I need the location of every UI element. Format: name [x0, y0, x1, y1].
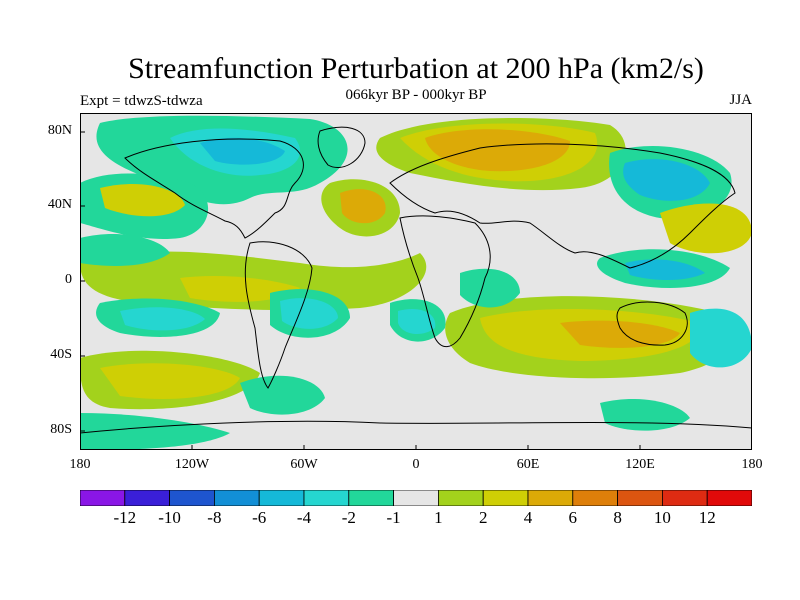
lon-label-180-right: 180 — [741, 457, 763, 472]
chart-subtitle: 066kyr BP - 000kyr BP — [345, 87, 487, 103]
lon-label-180-left: 180 — [69, 457, 91, 472]
map-ticks — [80, 131, 641, 450]
colorbar-tick-label: -1 — [386, 508, 401, 527]
lat-label-40s: 40S — [50, 347, 72, 362]
lon-label-120e: 120E — [625, 457, 655, 472]
contour-region-easia-core — [623, 159, 710, 201]
colorbar-tick-label: -2 — [341, 508, 356, 527]
colorbar-tick-label: 6 — [568, 508, 578, 527]
colorbar-tick-label: -4 — [296, 508, 312, 527]
colorbar-swatch — [527, 490, 574, 506]
experiment-label: Expt = tdwzS-tdwza — [80, 93, 203, 109]
colorbar-swatch — [617, 490, 663, 506]
colorbar-swatch — [706, 490, 752, 506]
colorbar-tick-label: 10 — [653, 508, 671, 527]
lon-label-120w: 120W — [174, 457, 210, 472]
coastline-australia — [616, 301, 688, 346]
lat-label-80s: 80S — [50, 422, 72, 437]
colorbar-swatch — [124, 490, 170, 506]
coastline-antarctica — [80, 420, 752, 434]
season-label: JJA — [729, 92, 752, 108]
contour-region-drake-neg — [240, 375, 325, 415]
colorbar-tick-label: 4 — [523, 508, 533, 527]
coastline-africa — [399, 215, 491, 348]
contour-region-sh-pac-core — [120, 307, 205, 331]
contour-region-atlantic-core — [340, 189, 386, 224]
contour-region-s-ocean-neg — [80, 413, 230, 450]
lon-label-60w: 60W — [290, 457, 318, 472]
contour-region-eurasia-core — [425, 129, 570, 172]
colorbar-swatch — [662, 490, 708, 506]
colorbar — [80, 490, 752, 506]
colorbar-tick-label: 8 — [613, 508, 622, 527]
lon-label-60e: 60E — [516, 457, 540, 472]
coastline-south-america — [244, 241, 313, 389]
coastlines — [80, 126, 752, 434]
coastline-europe-asia — [389, 143, 736, 269]
colorbar-swatch — [258, 490, 305, 506]
contour-region-satl-core — [398, 308, 436, 335]
lat-label-0: 0 — [65, 272, 72, 287]
colorbar-swatch — [348, 490, 394, 506]
contour-region-sw-pacific-neg — [690, 308, 752, 368]
colorbar-swatch — [393, 490, 439, 506]
coastline-north-america — [124, 138, 304, 239]
colorbar-swatch — [303, 490, 350, 506]
colorbar-tick-label: -8 — [207, 508, 222, 527]
colorbar-swatch — [169, 490, 215, 506]
colorbar-tick-label: 2 — [478, 508, 488, 527]
coastline-greenland — [317, 126, 366, 168]
colorbar-swatch — [482, 490, 529, 506]
contour-region-na-inner — [200, 137, 285, 165]
contour-region-sh-core — [560, 320, 680, 348]
contour-region-tropical-pac-neg — [80, 233, 170, 266]
colorbar-swatch — [213, 490, 260, 506]
colorbar-swatch — [80, 490, 126, 506]
colorbar-tick-label: -12 — [113, 508, 137, 527]
colorbar-swatch — [572, 490, 618, 506]
contour-region-nwpac-pos — [660, 203, 752, 254]
colorbar-tick-label: 1 — [434, 508, 443, 527]
colorbar-swatch — [437, 490, 484, 506]
colorbar-tick-label: -6 — [252, 508, 267, 527]
contour-region-wpac-core — [625, 259, 705, 280]
contour-region-sa-core — [280, 298, 338, 329]
lat-label-80n: 80N — [47, 123, 72, 138]
colorbar-tick-label: -10 — [158, 508, 181, 527]
streamfunction-map — [80, 113, 752, 450]
contour-region-io-neg — [460, 268, 520, 308]
chart-title: Streamfunction Perturbation at 200 hPa (… — [128, 52, 704, 85]
colorbar-tick-label: 12 — [698, 508, 716, 527]
contour-region-npac-pos — [100, 184, 185, 217]
contour-region-s-pac-core — [100, 363, 240, 399]
lat-label-40n: 40N — [47, 197, 72, 212]
lon-label-0: 0 — [412, 457, 420, 472]
